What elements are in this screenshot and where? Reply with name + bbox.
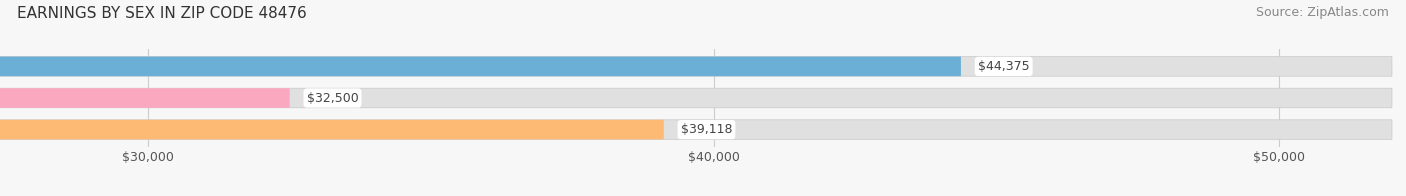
Text: Source: ZipAtlas.com: Source: ZipAtlas.com — [1256, 6, 1389, 19]
FancyBboxPatch shape — [0, 88, 1392, 108]
Text: $39,118: $39,118 — [681, 123, 733, 136]
Text: EARNINGS BY SEX IN ZIP CODE 48476: EARNINGS BY SEX IN ZIP CODE 48476 — [17, 6, 307, 21]
Text: $32,500: $32,500 — [307, 92, 359, 104]
FancyBboxPatch shape — [0, 88, 290, 108]
FancyBboxPatch shape — [0, 120, 1392, 139]
FancyBboxPatch shape — [0, 57, 960, 76]
Text: $44,375: $44,375 — [979, 60, 1029, 73]
FancyBboxPatch shape — [0, 57, 1392, 76]
FancyBboxPatch shape — [0, 120, 664, 139]
